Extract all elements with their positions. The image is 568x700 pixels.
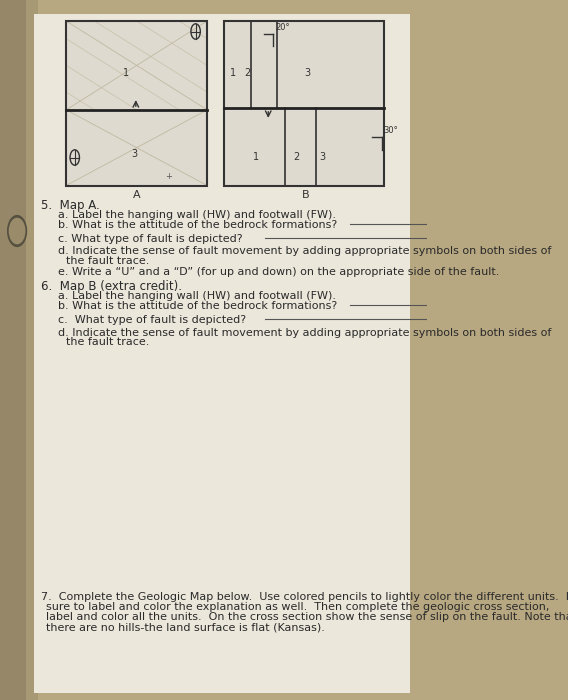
Text: e. Write a “U” and a “D” (for up and down) on the appropriate side of the fault.: e. Write a “U” and a “D” (for up and dow… — [58, 267, 499, 277]
Text: 3: 3 — [319, 153, 325, 162]
Text: 7.  Complete the Geologic Map below.  Use colored pencils to lightly color the d: 7. Complete the Geologic Map below. Use … — [40, 592, 568, 601]
Bar — [0, 0, 26, 700]
Circle shape — [10, 218, 25, 244]
Text: 1: 1 — [229, 69, 236, 78]
Bar — [66, 21, 207, 186]
Text: 5.  Map A.: 5. Map A. — [40, 199, 99, 212]
Bar — [224, 21, 385, 186]
Text: 3: 3 — [131, 149, 137, 159]
Text: 6.  Map B (extra credit).: 6. Map B (extra credit). — [40, 280, 182, 293]
Text: there are no hills-the land surface is flat (Kansas).: there are no hills-the land surface is f… — [46, 623, 325, 633]
Text: 1: 1 — [253, 153, 260, 162]
Text: B: B — [302, 190, 309, 200]
Bar — [66, 21, 207, 186]
Bar — [0, 0, 39, 700]
Text: b. What is the attitude of the bedrock formations?: b. What is the attitude of the bedrock f… — [58, 220, 337, 230]
Text: 3: 3 — [304, 69, 311, 78]
Text: b. What is the attitude of the bedrock formations?: b. What is the attitude of the bedrock f… — [58, 301, 337, 311]
Text: 1: 1 — [123, 69, 129, 78]
Text: +: + — [165, 172, 172, 181]
Text: c. What type of fault is depicted?: c. What type of fault is depicted? — [58, 234, 243, 244]
Text: 30°: 30° — [383, 126, 398, 135]
Text: d. Indicate the sense of fault movement by adding appropriate symbols on both si: d. Indicate the sense of fault movement … — [58, 246, 551, 256]
Text: the fault trace.: the fault trace. — [66, 256, 149, 265]
Text: 20°: 20° — [275, 22, 290, 32]
Text: the fault trace.: the fault trace. — [66, 337, 149, 346]
Text: d. Indicate the sense of fault movement by adding appropriate symbols on both si: d. Indicate the sense of fault movement … — [58, 328, 551, 337]
Circle shape — [8, 216, 27, 246]
Text: A: A — [133, 190, 140, 200]
Text: a. Label the hanging wall (HW) and footwall (FW).: a. Label the hanging wall (HW) and footw… — [58, 210, 336, 220]
Bar — [34, 14, 410, 693]
Text: 2: 2 — [294, 153, 300, 162]
Text: a. Label the hanging wall (HW) and footwall (FW).: a. Label the hanging wall (HW) and footw… — [58, 291, 336, 301]
Bar — [224, 21, 385, 186]
Text: 2: 2 — [244, 69, 250, 78]
Text: c.  What type of fault is depicted?: c. What type of fault is depicted? — [58, 315, 246, 325]
Text: sure to label and color the explanation as well.  Then complete the geologic cro: sure to label and color the explanation … — [46, 602, 549, 612]
Text: label and color all the units.  On the cross section show the sense of slip on t: label and color all the units. On the cr… — [46, 612, 568, 622]
